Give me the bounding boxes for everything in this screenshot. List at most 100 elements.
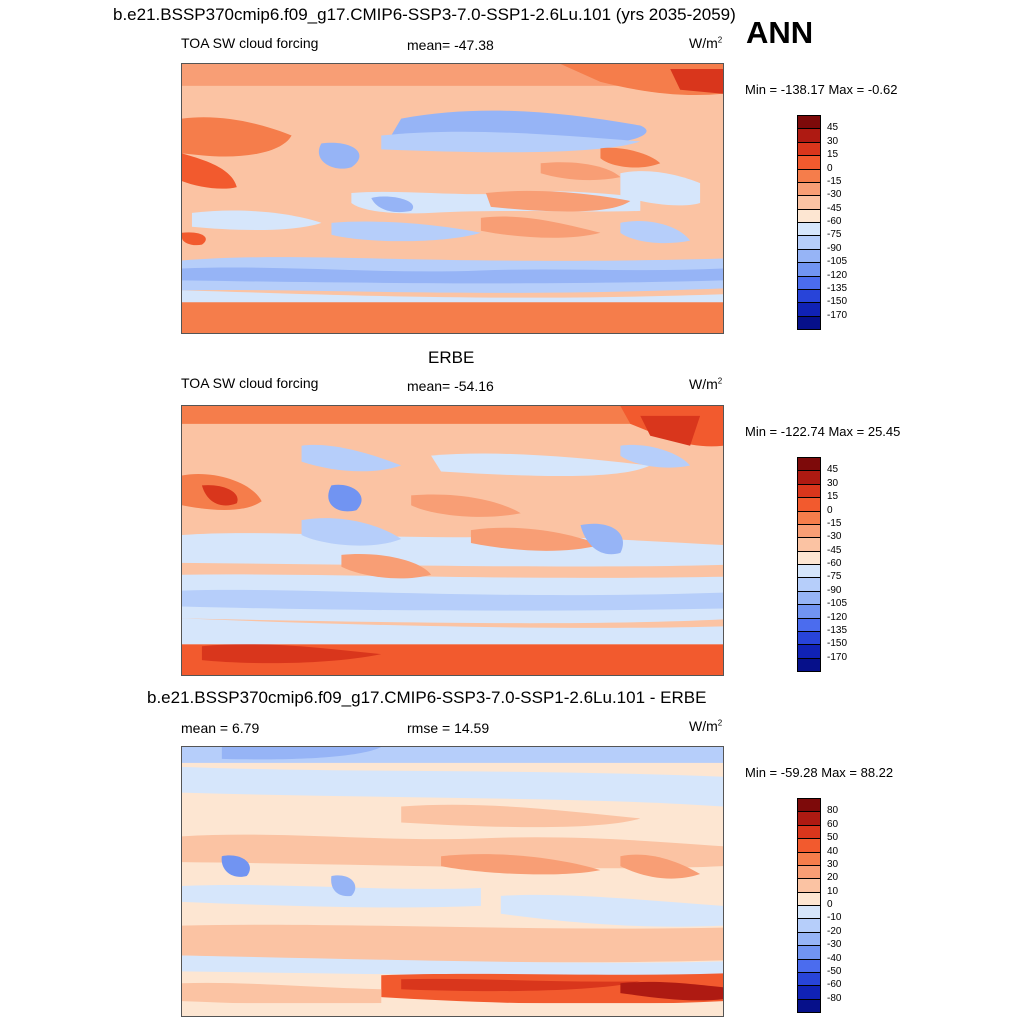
colorbar-label: -75 (827, 229, 842, 241)
panel2-mean-label: mean= -54.16 (407, 378, 494, 394)
colorbar-swatch (797, 235, 821, 250)
colorbar-label: 60 (827, 818, 839, 830)
panel3-units: W/m2 (689, 718, 723, 734)
colorbar-swatch (797, 497, 821, 512)
colorbar-swatch (797, 262, 821, 277)
colorbar-label: -15 (827, 175, 842, 187)
colorbar-swatch (797, 275, 821, 290)
colorbar-swatch (797, 315, 821, 330)
colorbar-swatch (797, 537, 821, 552)
colorbar-swatch (797, 657, 821, 672)
colorbar-label: 0 (827, 504, 833, 516)
colorbar-label: -120 (827, 269, 848, 281)
colorbar-label: -150 (827, 638, 848, 650)
colorbar-swatch (797, 457, 821, 472)
colorbar-swatch (797, 851, 821, 866)
colorbar-label: -20 (827, 925, 842, 937)
colorbar-label: -105 (827, 598, 848, 610)
colorbar-swatch (797, 115, 821, 130)
colorbar-label: 50 (827, 832, 839, 844)
colorbar-label: 45 (827, 464, 839, 476)
colorbar-swatch (797, 564, 821, 579)
colorbar-swatch (797, 878, 821, 893)
panel2-units: W/m2 (689, 376, 723, 392)
colorbar-swatch (797, 155, 821, 170)
colorbar-label: 0 (827, 899, 833, 910)
colorbar-swatch (797, 958, 821, 973)
colorbar-swatch (797, 483, 821, 499)
season-label: ANN (746, 15, 814, 50)
panel2-colorbar: 45 30 15 0 -15 -30 -45 -60 -75 -90 -105 -120 -135 -15… (797, 457, 847, 672)
colorbar-label: -105 (827, 256, 848, 268)
colorbar-label: -120 (827, 611, 848, 623)
panel2-map (181, 405, 724, 676)
colorbar-swatch (797, 590, 821, 606)
colorbar-label: -60 (827, 216, 842, 227)
colorbar-label: -90 (827, 242, 842, 254)
colorbar-label: -170 (827, 651, 848, 663)
panel2-variable-label: TOA SW cloud forcing (181, 375, 319, 391)
figure-title: b.e21.BSSP370cmip6.f09_g17.CMIP6-SSP3-7.… (113, 5, 736, 24)
colorbar-label: 10 (827, 885, 839, 897)
colorbar-swatch (797, 838, 821, 853)
colorbar-swatch (797, 811, 821, 826)
colorbar-label: -15 (827, 517, 842, 529)
colorbar-label: -50 (827, 965, 842, 977)
colorbar-swatch (797, 985, 821, 1000)
colorbar-swatch (797, 222, 821, 237)
panel3-title: b.e21.BSSP370cmip6.f09_g17.CMIP6-SSP3-7.… (147, 688, 707, 707)
colorbar-label: -90 (827, 584, 842, 596)
colorbar-swatch (797, 891, 821, 906)
colorbar-label: -30 (827, 189, 842, 201)
colorbar-label: 30 (827, 135, 839, 147)
colorbar-swatch (797, 824, 821, 840)
colorbar-swatch (797, 864, 821, 880)
colorbar-swatch (797, 550, 821, 565)
colorbar-label: 30 (827, 858, 839, 870)
colorbar-label: -45 (827, 202, 842, 214)
colorbar-label: -75 (827, 571, 842, 583)
colorbar-swatch (797, 168, 821, 183)
colorbar-swatch (797, 577, 821, 592)
colorbar-swatch (797, 288, 821, 304)
panel1-colorbar: 45 30 15 0 -15 -30 -45 -60 -75 -90 -105 -120 -135 -15… (797, 115, 847, 330)
colorbar-swatch (797, 510, 821, 525)
colorbar-swatch (797, 617, 821, 632)
colorbar-label: -30 (827, 939, 842, 951)
colorbar-label: -60 (827, 979, 842, 991)
panel1-units: W/m2 (689, 35, 723, 51)
colorbar-swatch (797, 905, 821, 920)
colorbar-swatch (797, 798, 821, 813)
colorbar-swatch (797, 945, 821, 960)
colorbar-swatch (797, 998, 821, 1013)
panel3-rmse-label: rmse = 14.59 (407, 720, 490, 736)
colorbar-swatch (797, 302, 821, 317)
panel3-mean-label: mean = 6.79 (181, 720, 260, 736)
colorbar-swatch (797, 644, 821, 659)
colorbar-swatch (797, 181, 821, 197)
colorbar-swatch (797, 141, 821, 157)
panel3-map (181, 746, 724, 1017)
colorbar-label: -80 (827, 992, 842, 1004)
colorbar-label: -170 (827, 309, 848, 321)
colorbar-swatch (797, 248, 821, 264)
colorbar-label: 15 (827, 149, 839, 161)
panel1-map (181, 63, 724, 334)
colorbar-swatch (797, 523, 821, 539)
colorbar-label: 45 (827, 122, 839, 134)
colorbar-label: 20 (827, 872, 839, 884)
panel3-minmax: Min = -59.28 Max = 88.22 (745, 765, 894, 780)
colorbar-swatch (797, 470, 821, 485)
colorbar-swatch (797, 604, 821, 619)
colorbar-swatch (797, 918, 821, 933)
colorbar-label: 15 (827, 491, 839, 503)
panel1-variable-label: TOA SW cloud forcing (181, 35, 319, 51)
colorbar-label: -135 (827, 624, 848, 636)
colorbar-swatch (797, 208, 821, 223)
colorbar-swatch (797, 931, 821, 947)
panel2-title: ERBE (428, 348, 475, 367)
colorbar-label: -135 (827, 282, 848, 294)
colorbar-swatch (797, 630, 821, 646)
panel3-colorbar: 80 60 50 40 30 20 10 0 -10 -20 -30 -40 -50 -60 -80 (797, 798, 841, 1013)
colorbar-label: 30 (827, 477, 839, 489)
